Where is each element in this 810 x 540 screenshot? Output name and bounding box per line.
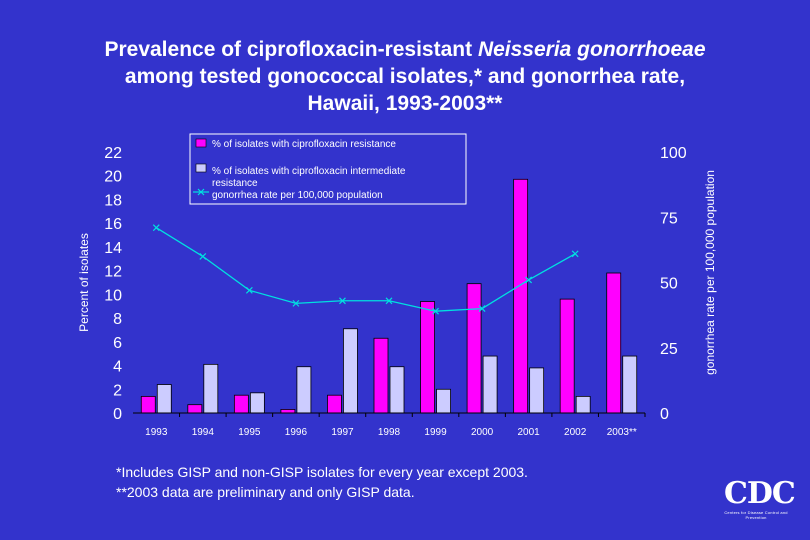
bar-resistance bbox=[280, 409, 296, 414]
bar-resistance bbox=[559, 298, 575, 414]
y-left-tick-label: 22 bbox=[104, 145, 122, 162]
bar-intermediate bbox=[203, 363, 219, 414]
x-tick-label: 1994 bbox=[192, 427, 215, 438]
legend-label-rate: gonorrhea rate per 100,000 population bbox=[212, 190, 383, 201]
title-prefix: Prevalence of ciprofloxacin-resistant bbox=[104, 38, 478, 61]
bar-intermediate bbox=[156, 384, 172, 414]
y-left-tick-label: 8 bbox=[113, 311, 122, 328]
y-left-tick-label: 4 bbox=[113, 359, 122, 376]
bar-resistance bbox=[327, 394, 342, 414]
y-left-tick-label: 14 bbox=[104, 240, 122, 257]
y-left-tick-label: 16 bbox=[104, 216, 122, 233]
bar-intermediate bbox=[436, 388, 451, 414]
bar-resistance bbox=[140, 395, 156, 414]
x-tick-label: 2003** bbox=[607, 427, 637, 438]
cdc-logo-letters: CDC bbox=[724, 476, 796, 511]
footnotes: *Includes GISP and non-GISP isolates for… bbox=[116, 462, 528, 502]
x-tick-label: 2001 bbox=[518, 427, 541, 438]
legend-label-intermediate-line1: % of isolates with ciprofloxacin interme… bbox=[212, 166, 406, 177]
rate-point-marker bbox=[152, 224, 160, 232]
legend-swatch-intermediate bbox=[195, 163, 207, 173]
rate-point-marker bbox=[245, 286, 253, 294]
y-left-tick-label: 6 bbox=[113, 335, 122, 352]
rate-point-marker bbox=[525, 276, 533, 284]
title-line-1: Prevalence of ciprofloxacin-resistant Ne… bbox=[20, 36, 790, 63]
y-left-tick-label: 20 bbox=[104, 169, 122, 186]
y-left-tick-label: 2 bbox=[113, 382, 122, 399]
rate-line bbox=[155, 227, 576, 312]
bar-intermediate bbox=[343, 328, 358, 414]
rate-point-marker bbox=[199, 252, 207, 260]
y-left-tick-label: 12 bbox=[104, 264, 122, 281]
x-tick-label: 1999 bbox=[424, 427, 447, 438]
bar-intermediate bbox=[529, 367, 545, 414]
rate-point-marker bbox=[571, 250, 579, 258]
legend-label-resistance: % of isolates with ciprofloxacin resista… bbox=[212, 139, 396, 150]
x-tick-label: 1996 bbox=[285, 427, 308, 438]
x-tick-label: 1993 bbox=[145, 427, 168, 438]
bar-intermediate bbox=[575, 395, 591, 414]
rate-point-marker bbox=[478, 305, 486, 313]
bar-resistance bbox=[187, 404, 203, 414]
legend-swatch-rate-marker bbox=[197, 188, 205, 196]
rate-point-marker bbox=[339, 297, 346, 305]
y-right-tick-label: 75 bbox=[660, 210, 678, 227]
footnote-2: **2003 data are preliminary and only GIS… bbox=[116, 484, 415, 500]
rate-point-marker bbox=[432, 307, 439, 315]
footnote-1: *Includes GISP and non-GISP isolates for… bbox=[116, 464, 528, 480]
y-right-tick-label: 25 bbox=[660, 341, 678, 358]
legend-label-intermediate-line2: resistance bbox=[212, 178, 258, 189]
y-left-tick-label: 18 bbox=[104, 192, 122, 209]
title-species: Neisseria gonorrhoeae bbox=[477, 38, 706, 61]
rate-point-marker bbox=[385, 297, 393, 305]
legend-box bbox=[189, 133, 467, 205]
y-right-tick-label: 0 bbox=[660, 406, 669, 423]
bar-resistance bbox=[420, 301, 435, 414]
x-tick-label: 2000 bbox=[471, 427, 494, 438]
x-tick-label: 1995 bbox=[238, 427, 261, 438]
y-left-tick-label: 10 bbox=[104, 287, 122, 304]
x-tick-label: 1998 bbox=[378, 427, 401, 438]
rate-point-marker bbox=[292, 299, 300, 307]
cdc-logo: CDC Centers for Disease Control and Prev… bbox=[724, 476, 796, 524]
title-line-2: among tested gonococcal isolates,* and g… bbox=[124, 65, 686, 88]
legend-swatch-resistance bbox=[195, 138, 207, 148]
x-tick-label: 1997 bbox=[331, 427, 354, 438]
bar-intermediate bbox=[482, 355, 498, 414]
bar-intermediate bbox=[389, 366, 405, 414]
bar-resistance bbox=[466, 283, 482, 414]
bar-resistance bbox=[233, 394, 249, 414]
y-left-axis-title: Percent of isolates bbox=[77, 233, 91, 332]
y-left-tick-label: 0 bbox=[113, 406, 122, 423]
y-right-tick-label: 50 bbox=[660, 276, 678, 293]
bar-resistance bbox=[373, 337, 389, 414]
bar-resistance bbox=[606, 272, 622, 414]
x-tick-label: 2002 bbox=[564, 427, 587, 438]
cdc-logo-tagline: Centers for Disease Control and Preventi… bbox=[724, 510, 788, 520]
y-right-tick-label: 100 bbox=[660, 145, 687, 162]
title-line-3: Hawaii, 1993-2003** bbox=[307, 92, 503, 115]
bar-intermediate bbox=[249, 392, 265, 414]
bar-intermediate bbox=[622, 355, 638, 414]
y-right-axis-title: gonorrhea rate per 100,000 population bbox=[703, 170, 717, 375]
chart-title: Prevalence of ciprofloxacin-resistant Ne… bbox=[20, 36, 790, 117]
bar-intermediate bbox=[296, 366, 312, 414]
bar-resistance bbox=[513, 178, 529, 414]
